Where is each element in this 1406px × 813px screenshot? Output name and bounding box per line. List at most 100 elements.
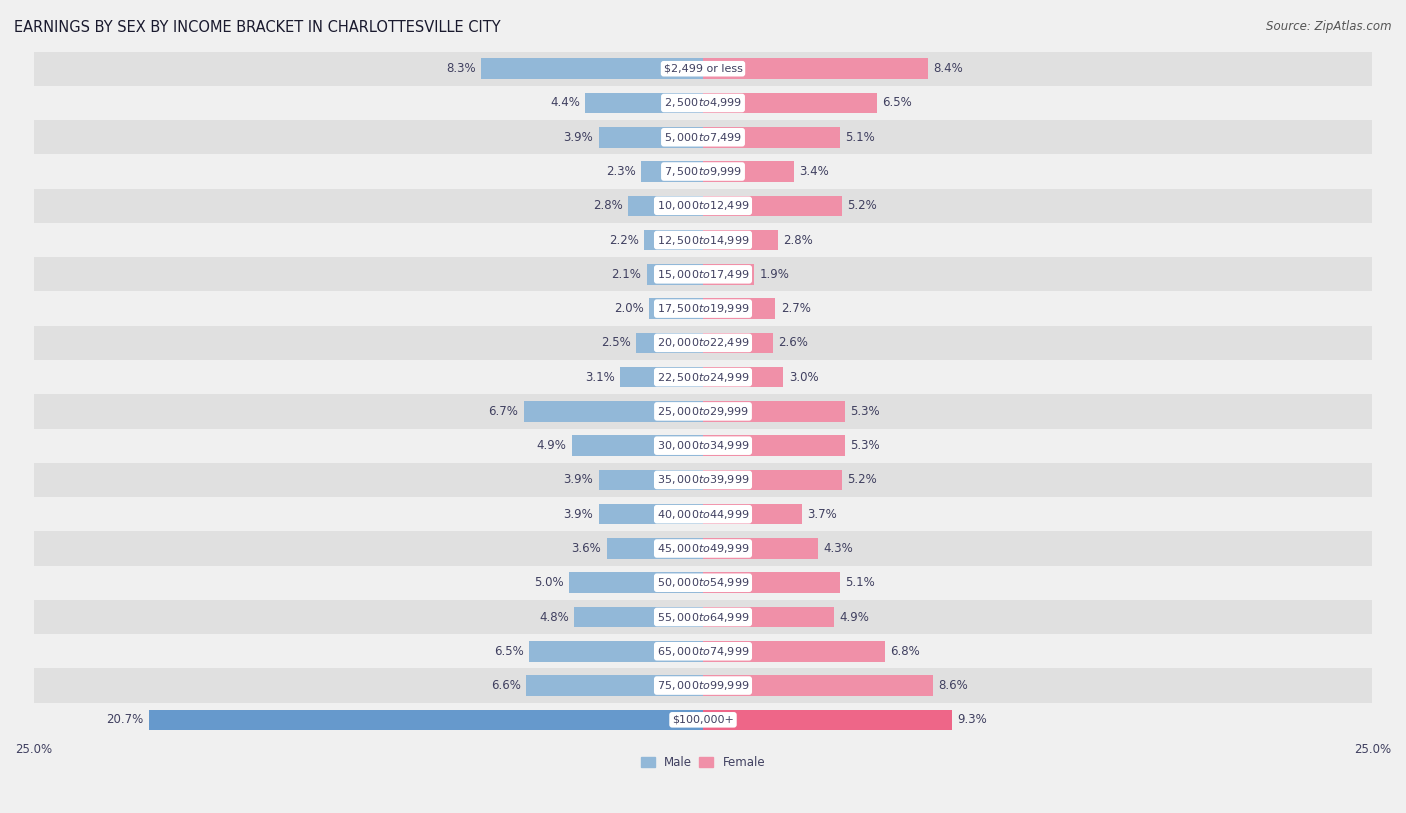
Text: 5.2%: 5.2% [848, 473, 877, 486]
Text: 2.6%: 2.6% [778, 337, 808, 350]
Bar [703, 470, 842, 490]
Text: 3.1%: 3.1% [585, 371, 614, 384]
Text: 2.1%: 2.1% [612, 267, 641, 280]
Bar [34, 51, 1372, 86]
Bar [34, 463, 1372, 497]
Bar [703, 298, 775, 319]
Bar [529, 641, 703, 662]
Bar [34, 566, 1372, 600]
Bar [34, 86, 1372, 120]
Bar [572, 436, 703, 456]
Text: 2.0%: 2.0% [614, 302, 644, 315]
Text: 3.6%: 3.6% [571, 542, 602, 555]
Bar [599, 127, 703, 147]
Text: 5.0%: 5.0% [534, 576, 564, 589]
Bar [34, 394, 1372, 428]
Text: 3.9%: 3.9% [564, 473, 593, 486]
Text: 6.6%: 6.6% [491, 679, 520, 692]
Bar [620, 367, 703, 388]
Text: 4.4%: 4.4% [550, 97, 579, 110]
Bar [34, 600, 1372, 634]
Bar [34, 532, 1372, 566]
Bar [650, 298, 703, 319]
Text: 5.3%: 5.3% [851, 405, 880, 418]
Text: 3.9%: 3.9% [564, 507, 593, 520]
Text: $45,000 to $49,999: $45,000 to $49,999 [657, 542, 749, 555]
Bar [703, 230, 778, 250]
Bar [703, 401, 845, 422]
Bar [606, 538, 703, 559]
Text: 4.8%: 4.8% [540, 611, 569, 624]
Bar [481, 59, 703, 79]
Text: $2,500 to $4,999: $2,500 to $4,999 [664, 97, 742, 110]
Bar [34, 668, 1372, 702]
Text: 8.6%: 8.6% [939, 679, 969, 692]
Bar [703, 641, 886, 662]
Text: 3.9%: 3.9% [564, 131, 593, 144]
Legend: Male, Female: Male, Female [641, 756, 765, 769]
Bar [34, 326, 1372, 360]
Bar [703, 367, 783, 388]
Text: $25,000 to $29,999: $25,000 to $29,999 [657, 405, 749, 418]
Bar [647, 264, 703, 285]
Bar [585, 93, 703, 113]
Text: 2.2%: 2.2% [609, 233, 638, 246]
Bar [703, 676, 934, 696]
Text: 9.3%: 9.3% [957, 713, 987, 726]
Bar [703, 504, 801, 524]
Bar [34, 257, 1372, 292]
Bar [34, 702, 1372, 737]
Text: 8.3%: 8.3% [446, 63, 475, 76]
Text: 2.7%: 2.7% [780, 302, 810, 315]
Bar [644, 230, 703, 250]
Text: $15,000 to $17,499: $15,000 to $17,499 [657, 267, 749, 280]
Text: 8.4%: 8.4% [934, 63, 963, 76]
Text: $2,499 or less: $2,499 or less [664, 63, 742, 74]
Bar [703, 264, 754, 285]
Text: 4.9%: 4.9% [839, 611, 869, 624]
Bar [703, 436, 845, 456]
Text: $75,000 to $99,999: $75,000 to $99,999 [657, 679, 749, 692]
Bar [703, 710, 952, 730]
Bar [703, 93, 877, 113]
Text: Source: ZipAtlas.com: Source: ZipAtlas.com [1267, 20, 1392, 33]
Bar [703, 59, 928, 79]
Text: $12,500 to $14,999: $12,500 to $14,999 [657, 233, 749, 246]
Text: $55,000 to $64,999: $55,000 to $64,999 [657, 611, 749, 624]
Bar [149, 710, 703, 730]
Bar [703, 161, 794, 182]
Text: 4.9%: 4.9% [537, 439, 567, 452]
Text: 5.2%: 5.2% [848, 199, 877, 212]
Bar [641, 161, 703, 182]
Text: $100,000+: $100,000+ [672, 715, 734, 725]
Bar [523, 401, 703, 422]
Text: $7,500 to $9,999: $7,500 to $9,999 [664, 165, 742, 178]
Text: 6.5%: 6.5% [883, 97, 912, 110]
Text: $17,500 to $19,999: $17,500 to $19,999 [657, 302, 749, 315]
Text: 6.8%: 6.8% [890, 645, 920, 658]
Bar [34, 428, 1372, 463]
Text: $35,000 to $39,999: $35,000 to $39,999 [657, 473, 749, 486]
Bar [34, 120, 1372, 154]
Text: EARNINGS BY SEX BY INCOME BRACKET IN CHARLOTTESVILLE CITY: EARNINGS BY SEX BY INCOME BRACKET IN CHA… [14, 20, 501, 35]
Bar [34, 634, 1372, 668]
Text: $20,000 to $22,499: $20,000 to $22,499 [657, 337, 749, 350]
Bar [34, 154, 1372, 189]
Text: 5.1%: 5.1% [845, 131, 875, 144]
Text: 2.5%: 2.5% [600, 337, 631, 350]
Text: 4.3%: 4.3% [824, 542, 853, 555]
Bar [636, 333, 703, 353]
Bar [34, 189, 1372, 223]
Bar [703, 195, 842, 216]
Text: $65,000 to $74,999: $65,000 to $74,999 [657, 645, 749, 658]
Text: 3.7%: 3.7% [807, 507, 837, 520]
Text: 6.5%: 6.5% [494, 645, 523, 658]
Text: $5,000 to $7,499: $5,000 to $7,499 [664, 131, 742, 144]
Text: 3.4%: 3.4% [800, 165, 830, 178]
Text: 5.1%: 5.1% [845, 576, 875, 589]
Text: 2.8%: 2.8% [593, 199, 623, 212]
Bar [34, 497, 1372, 532]
Text: $50,000 to $54,999: $50,000 to $54,999 [657, 576, 749, 589]
Text: 2.3%: 2.3% [606, 165, 636, 178]
Text: $30,000 to $34,999: $30,000 to $34,999 [657, 439, 749, 452]
